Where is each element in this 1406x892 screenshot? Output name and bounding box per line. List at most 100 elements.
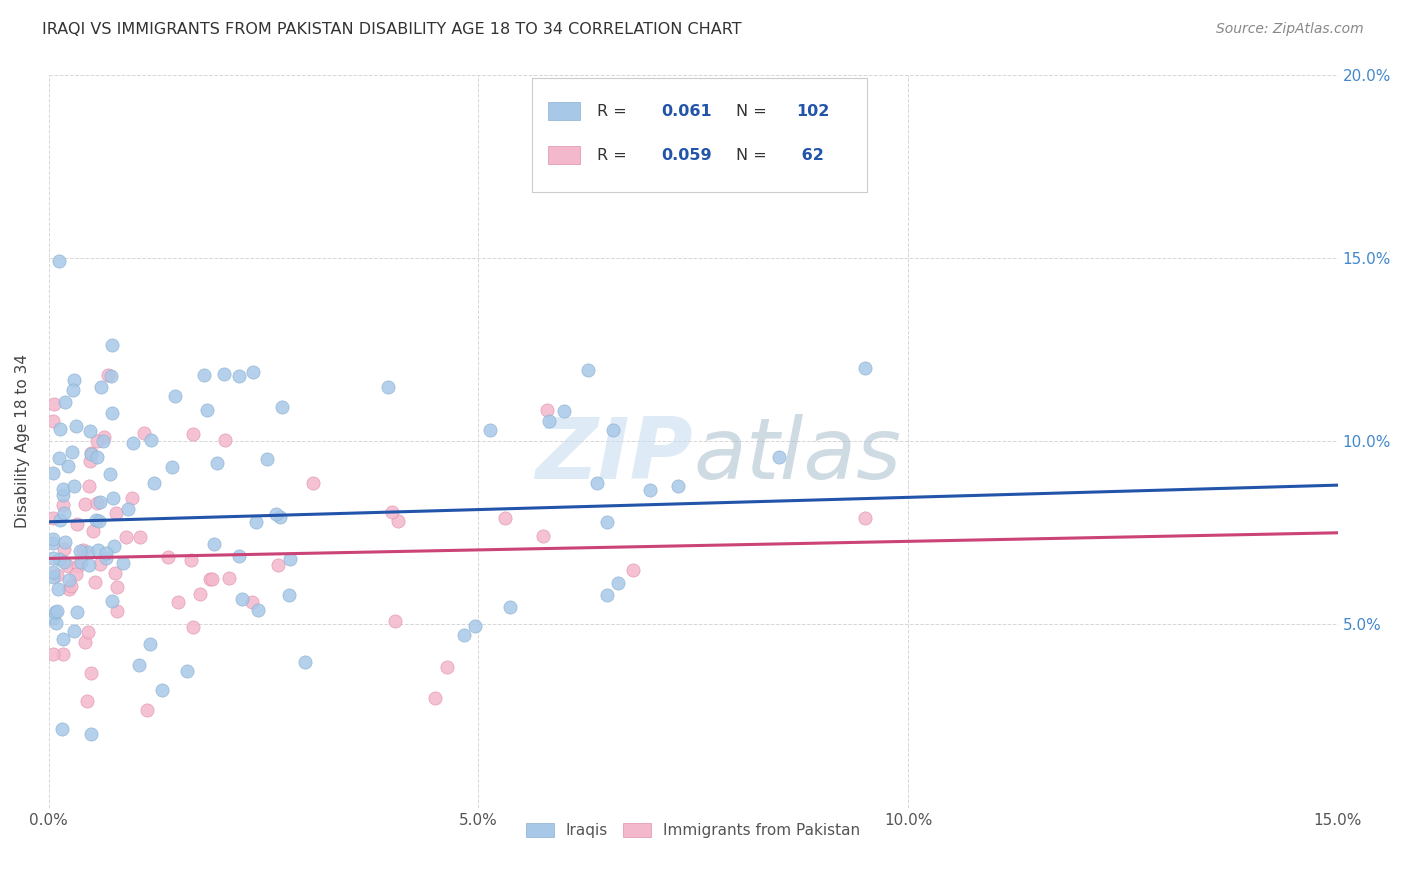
Point <box>105 506 128 520</box>
Text: Source: ZipAtlas.com: Source: ZipAtlas.com <box>1216 22 1364 37</box>
Point <box>62 624 84 639</box>
Point <box>52 632 75 647</box>
Point <box>163 389 186 403</box>
Point <box>69 544 91 558</box>
Text: N =: N = <box>735 103 772 119</box>
Point <box>271 401 294 415</box>
Point <box>49 422 72 436</box>
Point <box>101 594 124 608</box>
Point <box>48 552 70 566</box>
Point <box>242 365 264 379</box>
Point <box>103 539 125 553</box>
FancyBboxPatch shape <box>547 146 579 164</box>
Point <box>70 555 93 569</box>
Point <box>228 549 250 564</box>
Point <box>89 495 111 509</box>
Point <box>453 628 475 642</box>
Point <box>90 380 112 394</box>
Point <box>267 558 290 572</box>
Point <box>538 413 561 427</box>
Point <box>56 558 79 573</box>
Point <box>59 579 82 593</box>
Point <box>79 454 101 468</box>
Point <box>79 478 101 492</box>
Point <box>256 451 278 466</box>
Point <box>302 476 325 491</box>
Text: R =: R = <box>596 148 631 162</box>
Point <box>86 496 108 510</box>
Text: 62: 62 <box>796 148 824 162</box>
Point <box>640 483 662 497</box>
Point <box>607 575 630 590</box>
Point <box>63 479 86 493</box>
Point <box>231 591 253 606</box>
Text: atlas: atlas <box>693 414 901 498</box>
Point <box>82 524 104 538</box>
Point <box>42 511 65 525</box>
Point <box>46 568 69 582</box>
Point <box>228 369 250 384</box>
Point <box>602 423 624 437</box>
Point <box>150 683 173 698</box>
Point <box>97 368 120 382</box>
Point <box>105 604 128 618</box>
Point <box>52 482 75 496</box>
Point <box>128 657 150 672</box>
Point <box>42 611 65 625</box>
Point <box>65 419 87 434</box>
Point <box>181 427 204 442</box>
Point <box>58 573 80 587</box>
Point <box>76 625 98 640</box>
Point <box>66 605 89 619</box>
Point <box>853 361 876 376</box>
Point <box>464 618 486 632</box>
Point <box>53 535 76 549</box>
Y-axis label: Disability Age 18 to 34: Disability Age 18 to 34 <box>15 354 30 528</box>
Point <box>53 555 76 569</box>
FancyBboxPatch shape <box>547 102 579 120</box>
Point <box>157 550 180 565</box>
Text: ZIP: ZIP <box>536 414 693 498</box>
Point <box>76 545 98 559</box>
FancyBboxPatch shape <box>531 78 868 192</box>
Point <box>80 447 103 461</box>
Point <box>384 614 406 628</box>
Point <box>479 423 502 437</box>
Point <box>105 580 128 594</box>
Point <box>621 563 644 577</box>
Point <box>138 637 160 651</box>
Point <box>212 367 235 381</box>
Point <box>380 505 402 519</box>
Point <box>44 605 66 619</box>
Point <box>101 338 124 352</box>
Point <box>84 575 107 590</box>
Point <box>176 665 198 679</box>
Point <box>66 517 89 532</box>
Point <box>84 513 107 527</box>
Point <box>89 557 111 571</box>
Point <box>202 537 225 551</box>
Point <box>89 514 111 528</box>
Point <box>100 467 122 481</box>
Point <box>536 403 558 417</box>
Text: IRAQI VS IMMIGRANTS FROM PAKISTAN DISABILITY AGE 18 TO 34 CORRELATION CHART: IRAQI VS IMMIGRANTS FROM PAKISTAN DISABI… <box>42 22 742 37</box>
Point <box>100 406 122 420</box>
Point <box>42 532 65 546</box>
Point <box>533 529 555 543</box>
Legend: Iraqis, Immigrants from Pakistan: Iraqis, Immigrants from Pakistan <box>520 817 866 844</box>
Point <box>246 603 269 617</box>
Point <box>42 414 65 428</box>
Text: 102: 102 <box>796 103 830 119</box>
Point <box>666 479 689 493</box>
Point <box>46 603 69 617</box>
Point <box>62 384 84 398</box>
Point <box>135 703 157 717</box>
Point <box>80 446 103 460</box>
Point <box>62 373 84 387</box>
Point <box>93 429 115 443</box>
Point <box>240 595 263 609</box>
Point <box>143 476 166 491</box>
Point <box>58 582 80 596</box>
Point <box>86 450 108 464</box>
Point <box>214 433 236 447</box>
